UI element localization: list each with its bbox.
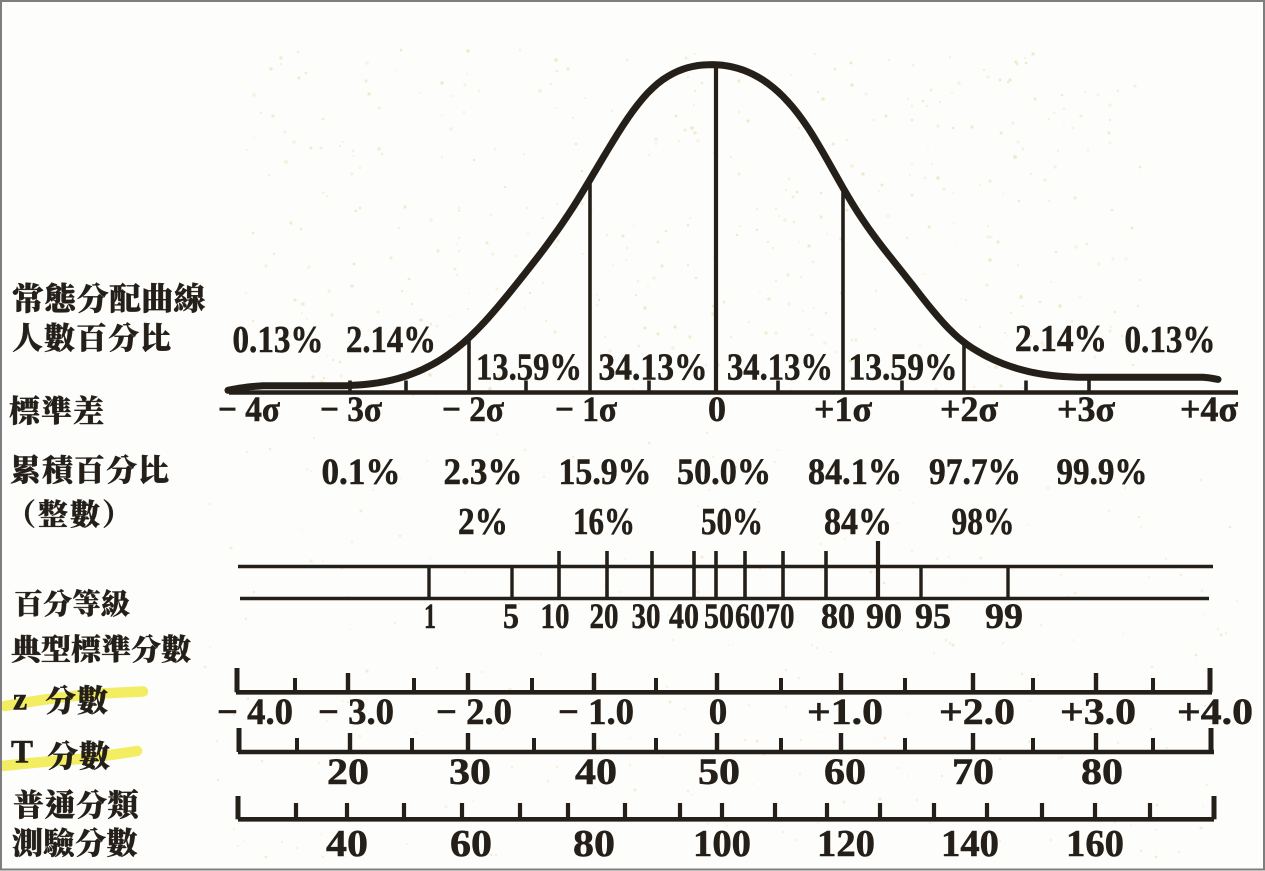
svg-text:+3σ: +3σ xyxy=(1057,389,1115,429)
svg-text:0: 0 xyxy=(709,692,728,733)
svg-text:100: 100 xyxy=(693,823,751,865)
svg-text:140: 140 xyxy=(941,823,999,865)
svg-text:20: 20 xyxy=(590,596,619,636)
svg-text:40: 40 xyxy=(326,823,368,865)
svg-text:2.3%: 2.3% xyxy=(444,452,523,493)
svg-text:80: 80 xyxy=(573,823,615,865)
svg-text:0.13%: 0.13% xyxy=(233,319,324,361)
svg-text:98%: 98% xyxy=(952,501,1015,543)
svg-text:0.1%: 0.1% xyxy=(322,452,401,493)
svg-text:5: 5 xyxy=(503,596,519,636)
svg-text:70: 70 xyxy=(952,752,994,793)
svg-text:34.13%: 34.13% xyxy=(599,347,708,389)
svg-text:84.1%: 84.1% xyxy=(808,452,902,493)
svg-text:40: 40 xyxy=(575,752,617,793)
svg-text:0.13%: 0.13% xyxy=(1125,319,1216,361)
svg-text:0: 0 xyxy=(708,389,726,429)
svg-text:120: 120 xyxy=(817,823,875,865)
svg-text:13.59%: 13.59% xyxy=(476,347,582,389)
svg-text:+4.0: +4.0 xyxy=(1177,692,1253,733)
svg-text:90: 90 xyxy=(866,596,902,636)
svg-text:+1σ: +1σ xyxy=(814,389,872,429)
svg-text:60: 60 xyxy=(735,596,765,636)
svg-text:13.59%: 13.59% xyxy=(849,347,958,389)
svg-text:95: 95 xyxy=(915,596,951,636)
svg-text:+2σ: +2σ xyxy=(940,389,998,429)
svg-text:80: 80 xyxy=(1081,752,1123,793)
svg-text:60: 60 xyxy=(450,823,492,865)
svg-text:1: 1 xyxy=(424,596,436,636)
svg-text:99.9%: 99.9% xyxy=(1057,452,1148,493)
svg-text:40: 40 xyxy=(669,596,699,636)
svg-text:80: 80 xyxy=(821,596,855,636)
svg-text:30: 30 xyxy=(449,752,491,793)
svg-text:z: z xyxy=(13,681,27,717)
svg-text:− 1σ: − 1σ xyxy=(555,389,617,429)
svg-text:70: 70 xyxy=(766,596,795,636)
svg-text:30: 30 xyxy=(632,596,661,636)
svg-text:50%: 50% xyxy=(701,501,763,543)
svg-text:− 3σ: − 3σ xyxy=(320,389,382,429)
svg-text:+3.0: +3.0 xyxy=(1060,692,1136,733)
svg-text:34.13%: 34.13% xyxy=(727,347,833,389)
svg-text:160: 160 xyxy=(1066,823,1124,865)
svg-text:50: 50 xyxy=(698,752,740,793)
svg-text:20: 20 xyxy=(327,752,369,793)
svg-text:50.0%: 50.0% xyxy=(677,452,771,493)
svg-text:T: T xyxy=(11,735,33,771)
svg-text:99: 99 xyxy=(985,596,1023,636)
svg-text:+1.0: +1.0 xyxy=(807,692,883,733)
svg-text:97.7%: 97.7% xyxy=(929,452,1021,493)
svg-text:84%: 84% xyxy=(824,501,892,543)
svg-text:2%: 2% xyxy=(458,501,508,543)
svg-text:10: 10 xyxy=(541,596,570,636)
svg-text:+2.0: +2.0 xyxy=(939,692,1015,733)
svg-text:− 2.0: − 2.0 xyxy=(436,692,512,733)
svg-text:− 2σ: − 2σ xyxy=(442,389,504,429)
svg-text:16%: 16% xyxy=(573,501,635,543)
svg-text:− 1.0: − 1.0 xyxy=(558,692,634,733)
svg-text:− 4σ: − 4σ xyxy=(218,389,280,429)
svg-text:− 3.0: − 3.0 xyxy=(318,692,394,733)
svg-text:− 4.0: − 4.0 xyxy=(217,692,293,733)
svg-text:15.9%: 15.9% xyxy=(559,452,652,493)
svg-text:60: 60 xyxy=(824,752,866,793)
svg-text:2.14%: 2.14% xyxy=(346,319,436,361)
svg-text:2.14%: 2.14% xyxy=(1015,318,1107,360)
svg-text:+4σ: +4σ xyxy=(1180,389,1238,429)
svg-text:50: 50 xyxy=(704,596,734,636)
